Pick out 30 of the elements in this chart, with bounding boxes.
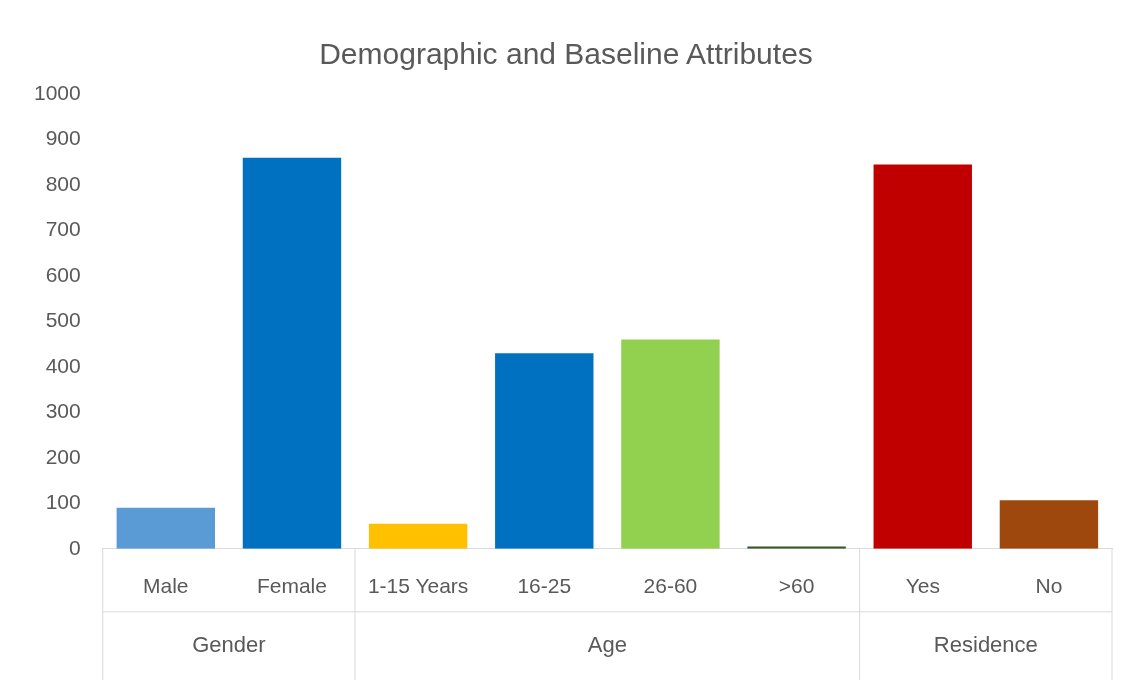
bar bbox=[621, 339, 720, 549]
x-tick-label: Female bbox=[256, 574, 327, 598]
bar bbox=[999, 500, 1099, 549]
chart-title: Demographic and Baseline Attributes bbox=[319, 37, 813, 71]
x-tick-label: Yes bbox=[905, 574, 940, 598]
x-tick-label: 26-60 bbox=[643, 574, 698, 598]
y-tick-label: 200 bbox=[45, 444, 81, 468]
text: Residence bbox=[933, 631, 1038, 657]
y-tick-label: 600 bbox=[45, 262, 81, 286]
bar bbox=[873, 164, 972, 549]
text: Age bbox=[587, 631, 627, 657]
bar bbox=[116, 507, 215, 549]
x-tick-label: Male bbox=[143, 574, 189, 598]
y-tick-label: 1000 bbox=[34, 80, 81, 104]
y-tick-label: 0 bbox=[69, 535, 81, 559]
y-tick-label: 800 bbox=[45, 171, 81, 195]
y-tick-label: 400 bbox=[45, 353, 81, 377]
y-tick-label: 900 bbox=[45, 126, 81, 150]
x-tick-label: 16-25 bbox=[517, 574, 572, 598]
y-tick-label: 300 bbox=[45, 399, 81, 423]
x-tick-label: >60 bbox=[778, 574, 815, 598]
y-tick-label: 100 bbox=[45, 490, 81, 514]
bar bbox=[495, 353, 594, 549]
bar bbox=[242, 157, 342, 549]
y-tick-label: 500 bbox=[45, 308, 81, 332]
bar bbox=[368, 523, 468, 549]
y-tick-label: 700 bbox=[45, 217, 81, 241]
x-tick-label: 1-15 Years bbox=[367, 574, 469, 598]
x-tick-label: No bbox=[1035, 574, 1063, 598]
text: Gender bbox=[192, 631, 266, 657]
